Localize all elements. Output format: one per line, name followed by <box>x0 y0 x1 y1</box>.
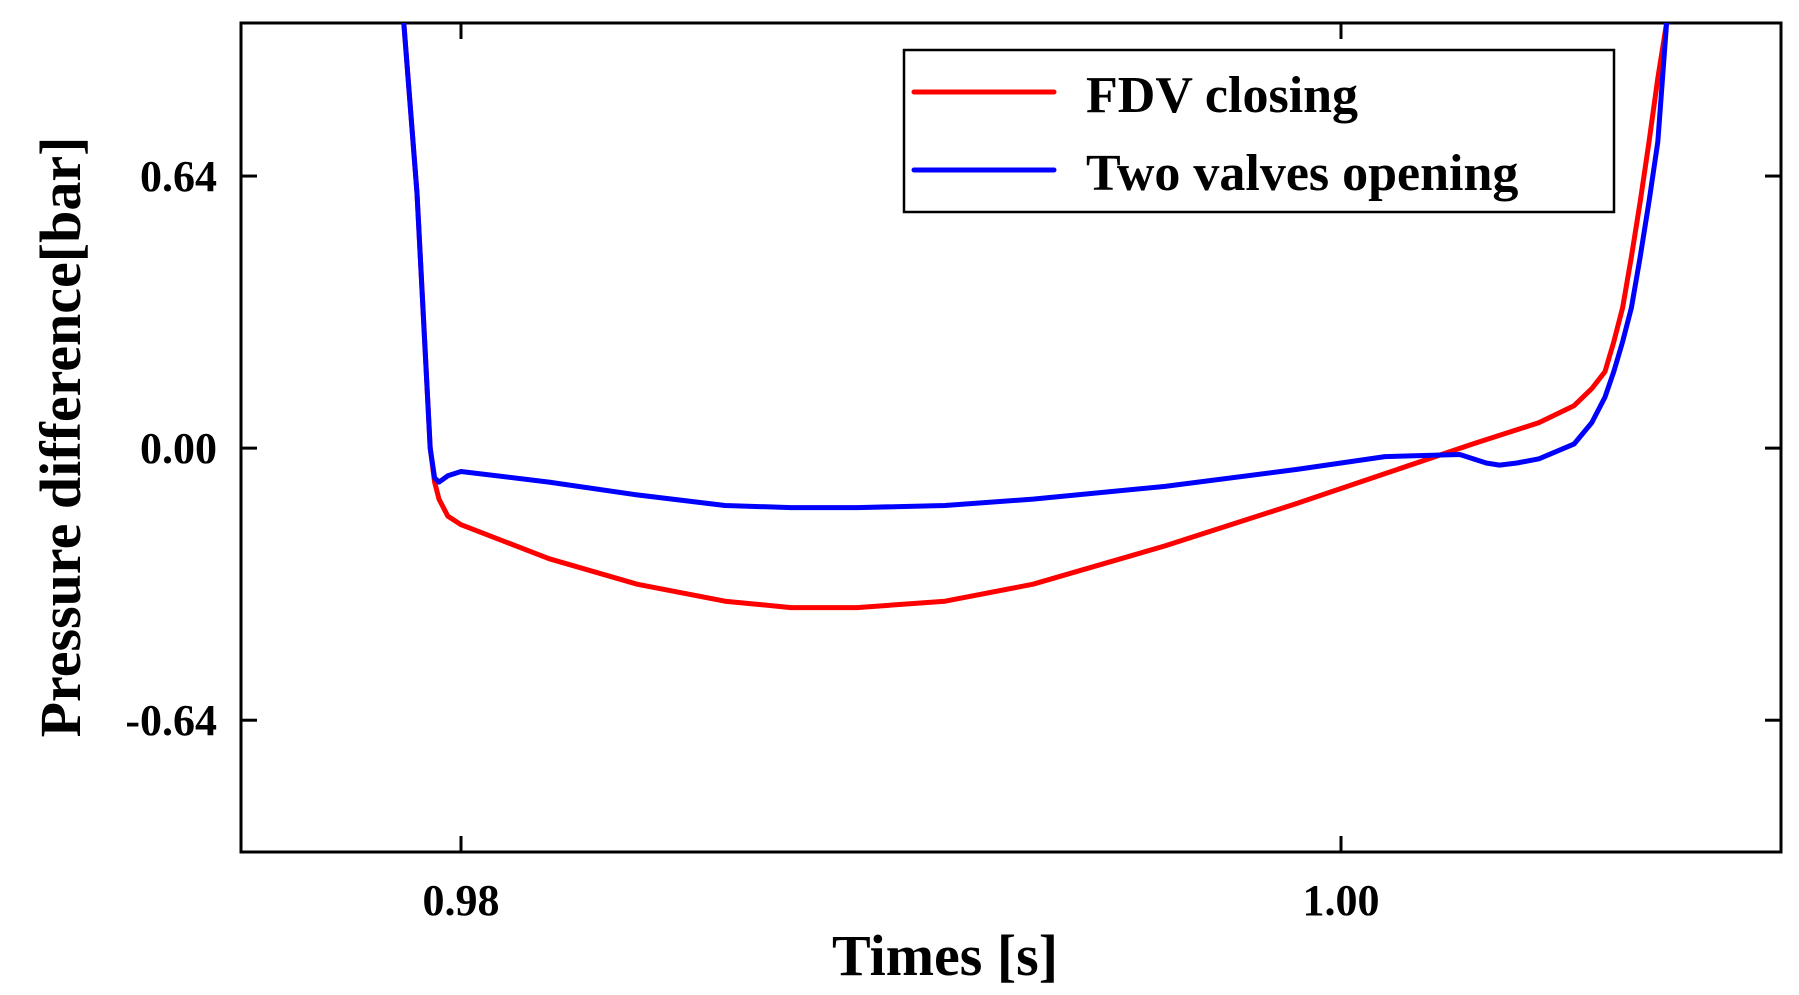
y-tick-label: -0.64 <box>125 696 217 745</box>
plot-frame <box>239 21 1783 854</box>
y-tick-label: 0.00 <box>140 424 217 473</box>
series-line-two-valves-opening <box>401 23 1670 511</box>
series-line-fdv-closing <box>401 23 1670 611</box>
y-tick-label: 0.64 <box>140 152 217 201</box>
legend-box <box>902 48 1616 214</box>
x-tick-label: 0.98 <box>423 876 500 925</box>
x-axis-title: Times [s] <box>832 923 1058 988</box>
tick-marks <box>241 23 1781 852</box>
x-tick-label: 1.00 <box>1303 876 1380 925</box>
series-group <box>401 23 1670 611</box>
y-axis-title: Pressure difference[bar] <box>28 137 93 738</box>
legend-label-two-valves-opening: Two valves opening <box>1086 145 1518 202</box>
legend-label-fdv-closing: FDV closing <box>1086 67 1358 124</box>
legend: FDV closing Two valves opening <box>902 48 1616 214</box>
